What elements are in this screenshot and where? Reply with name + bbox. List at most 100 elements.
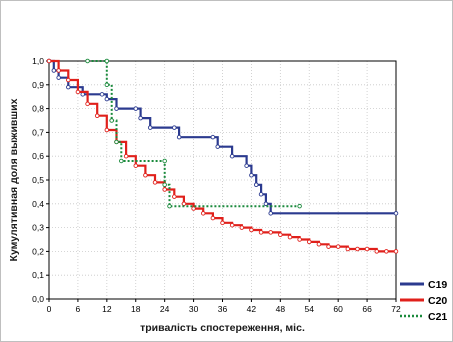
censor-marker-C19 (99, 92, 105, 97)
censor-marker-C19 (263, 201, 269, 207)
x-tick-label: 66 (362, 304, 372, 314)
censor-marker-C20 (384, 249, 389, 254)
y-tick-label: 0,1 (32, 270, 44, 280)
legend: C19 C20 C21 (400, 279, 447, 323)
censor-marker-C20 (278, 232, 283, 237)
censor-marker-C19 (244, 163, 249, 168)
x-tick-label: 6 (76, 304, 81, 314)
y-tick-label: 0,0 (32, 294, 44, 304)
legend-label-C19: C19 (428, 279, 447, 291)
censor-marker-C20 (335, 244, 341, 249)
censor-marker-C20 (355, 246, 360, 252)
series-line-C19 (49, 59, 396, 215)
censor-marker-C20 (123, 153, 129, 159)
y-tick-label: 0,6 (32, 151, 44, 161)
censor-marker-C20 (133, 163, 138, 168)
series-line-C21 (87, 60, 300, 208)
censor-marker-C21 (162, 182, 167, 188)
censor-marker-C19 (51, 68, 57, 73)
x-tick-label: 48 (276, 304, 286, 314)
x-tick-label: 18 (131, 304, 141, 314)
x-tick-label: 12 (102, 304, 112, 314)
y-tick-label: 1,0 (32, 56, 44, 66)
censor-marker-C19 (210, 134, 216, 140)
censor-marker-C19 (114, 106, 119, 111)
censor-marker-C20 (307, 239, 312, 245)
x-tick-label: 60 (333, 304, 343, 314)
censor-marker-C20 (56, 68, 61, 73)
censor-marker-C20 (162, 187, 167, 192)
legend-label-C20: C20 (428, 295, 447, 307)
censor-marker-C20 (374, 249, 379, 254)
y-tick-label: 0,3 (32, 223, 44, 233)
censor-marker-C20 (258, 230, 264, 235)
x-tick-label: 30 (189, 304, 199, 314)
censor-marker-C20 (104, 127, 110, 133)
x-tick-label: 72 (391, 304, 401, 314)
censor-marker-C20 (220, 220, 225, 226)
censor-marker-C21 (109, 118, 114, 123)
axis-ticks: 0 6 12 18 24 30 36 42 48 54 60 66 72 0,0 0,1 0,2 0,3 0,4 0… (32, 56, 401, 314)
censor-marker-C19 (215, 144, 220, 149)
censor-marker-C21 (114, 139, 119, 145)
x-tick-label: 42 (247, 304, 257, 314)
censor-marker-C19 (80, 92, 85, 97)
censor-marker-C20 (345, 246, 351, 252)
censor-marker-C21 (162, 158, 167, 164)
censor-marker-C20 (229, 222, 235, 228)
y-tick-label: 0,7 (32, 127, 44, 137)
series-layer (46, 58, 399, 254)
censor-marker-C19 (229, 153, 235, 159)
censor-marker-C19 (176, 134, 182, 140)
censor-marker-C19 (138, 115, 143, 121)
censor-marker-C20 (393, 249, 399, 254)
censor-marker-C20 (239, 225, 245, 230)
censor-marker-C20 (85, 101, 90, 107)
censor-marker-C21 (167, 203, 172, 209)
x-tick-label: 36 (218, 304, 228, 314)
censor-marker-C20 (46, 58, 52, 64)
y-tick-label: 0,4 (32, 199, 44, 209)
censor-marker-C21 (85, 58, 90, 64)
censor-marker-C19 (104, 96, 110, 102)
censor-marker-C20 (181, 201, 187, 207)
censor-marker-C20 (75, 89, 81, 95)
censor-marker-C19 (172, 125, 177, 130)
censor-marker-C20 (152, 180, 158, 185)
censor-marker-C20 (326, 244, 331, 249)
censor-marker-C20 (297, 237, 302, 242)
y-tick-label: 0,8 (32, 104, 44, 114)
censor-marker-C19 (268, 211, 273, 216)
censor-marker-C20 (210, 215, 216, 221)
x-tick-label: 54 (305, 304, 315, 314)
censor-marker-C19 (147, 125, 153, 130)
censor-marker-C20 (200, 211, 206, 216)
censor-marker-C20 (316, 242, 322, 247)
censor-marker-C21 (104, 58, 110, 64)
legend-label-C21: C21 (428, 311, 447, 323)
censor-marker-C20 (172, 194, 177, 199)
censor-marker-C21 (297, 203, 302, 209)
y-axis-label: Кумулятивная доля выживших (8, 98, 20, 261)
x-tick-label: 24 (160, 304, 170, 314)
y-tick-label: 0,2 (32, 246, 44, 256)
censor-marker-C19 (258, 192, 264, 197)
censor-marker-C20 (249, 227, 254, 233)
censor-marker-C21 (119, 158, 124, 164)
censor-marker-C19 (393, 211, 399, 216)
x-axis-label: тривалість спостереження, міс. (140, 322, 305, 334)
censor-marker-C20 (191, 206, 196, 211)
censor-marker-C20 (364, 246, 370, 252)
censor-marker-C20 (94, 113, 100, 118)
censor-marker-C19 (66, 84, 71, 90)
y-tick-label: 0,9 (32, 80, 44, 90)
censor-marker-C20 (143, 172, 148, 178)
censor-marker-C19 (133, 106, 138, 111)
censor-marker-C19 (249, 172, 254, 178)
censor-marker-C19 (56, 75, 61, 80)
series-C21 (85, 58, 302, 209)
censor-marker-C19 (253, 182, 259, 188)
